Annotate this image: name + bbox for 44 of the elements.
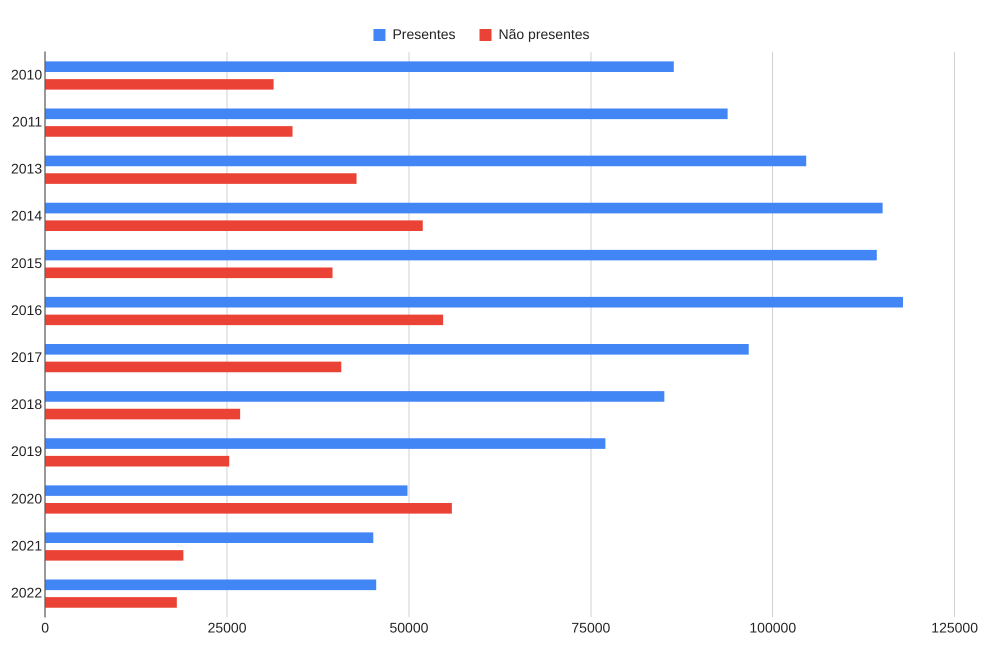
bar bbox=[46, 314, 444, 326]
y-tick-label: 2022 bbox=[10, 584, 42, 601]
bar bbox=[46, 267, 333, 278]
x-tick-label: 0 bbox=[41, 619, 50, 636]
bar bbox=[46, 532, 374, 544]
legend-label: Presentes bbox=[392, 26, 456, 42]
bar bbox=[46, 202, 883, 214]
bar bbox=[46, 597, 177, 608]
bar bbox=[46, 344, 749, 355]
bar bbox=[46, 61, 674, 72]
bar bbox=[46, 296, 903, 308]
y-tick-label: 2013 bbox=[10, 160, 42, 177]
bar bbox=[46, 173, 357, 184]
legend-label: Não presentes bbox=[498, 26, 590, 42]
bar bbox=[46, 108, 728, 120]
y-tick-label: 2010 bbox=[10, 66, 42, 82]
x-tick-label: 125000 bbox=[931, 619, 978, 636]
y-tick-label: 2016 bbox=[10, 302, 42, 318]
bar bbox=[46, 408, 240, 420]
y-tick-label: 2021 bbox=[10, 537, 42, 554]
bar bbox=[46, 156, 806, 166]
y-tick-label: 2019 bbox=[10, 443, 42, 460]
bar bbox=[46, 250, 877, 260]
y-tick-label: 2020 bbox=[10, 490, 42, 506]
y-tick-label: 2018 bbox=[10, 396, 42, 412]
y-tick-label: 2017 bbox=[10, 349, 42, 366]
bar bbox=[46, 580, 376, 590]
bar bbox=[46, 550, 184, 561]
bar bbox=[46, 456, 230, 466]
bar bbox=[46, 391, 664, 402]
x-tick-label: 75000 bbox=[571, 619, 611, 636]
bar bbox=[46, 362, 342, 372]
y-tick-label: 2015 bbox=[10, 254, 42, 271]
x-tick-label: 100000 bbox=[749, 619, 796, 636]
bar bbox=[46, 502, 452, 514]
bar bbox=[46, 438, 606, 449]
bar bbox=[46, 79, 274, 90]
bar bbox=[46, 126, 293, 137]
x-tick-label: 25000 bbox=[208, 619, 247, 636]
bar bbox=[46, 220, 423, 231]
bar bbox=[46, 485, 408, 496]
y-tick-label: 2014 bbox=[10, 208, 42, 224]
x-tick-label: 50000 bbox=[389, 619, 429, 636]
y-tick-label: 2011 bbox=[12, 114, 42, 130]
